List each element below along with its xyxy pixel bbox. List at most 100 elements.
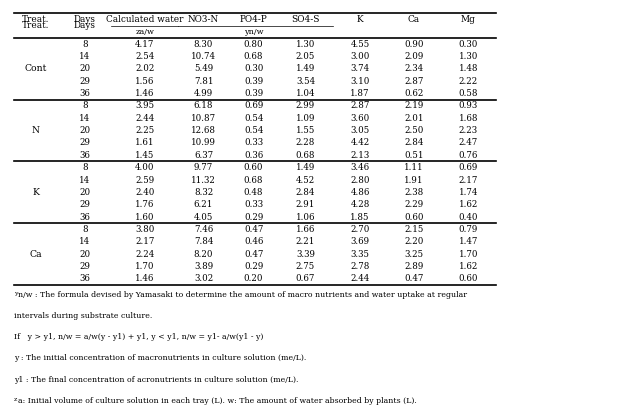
Text: 1.55: 1.55 bbox=[296, 126, 315, 135]
Text: 4.28: 4.28 bbox=[350, 200, 369, 209]
Text: 0.62: 0.62 bbox=[404, 89, 424, 98]
Text: 2.50: 2.50 bbox=[404, 126, 424, 135]
Text: 4.55: 4.55 bbox=[350, 40, 369, 49]
Text: 2.40: 2.40 bbox=[135, 188, 155, 197]
Text: 1.66: 1.66 bbox=[296, 225, 315, 234]
Text: 29: 29 bbox=[79, 138, 90, 147]
Text: 0.54: 0.54 bbox=[244, 126, 263, 135]
Text: NO3-N: NO3-N bbox=[188, 15, 219, 24]
Text: 2.44: 2.44 bbox=[135, 114, 155, 123]
Text: 0.40: 0.40 bbox=[458, 212, 478, 221]
Text: 10.87: 10.87 bbox=[191, 114, 216, 123]
Text: 2.13: 2.13 bbox=[350, 151, 369, 160]
Text: 2.80: 2.80 bbox=[350, 175, 369, 184]
Text: y1 : The final concentration of acronutrients in culture solution (me/L).: y1 : The final concentration of acronutr… bbox=[14, 376, 298, 383]
Text: 2.59: 2.59 bbox=[135, 175, 155, 184]
Text: 2.38: 2.38 bbox=[404, 188, 424, 197]
Text: 0.69: 0.69 bbox=[458, 163, 478, 172]
Text: 1.49: 1.49 bbox=[296, 64, 315, 73]
Text: 20: 20 bbox=[79, 64, 91, 73]
Text: SO4-S: SO4-S bbox=[291, 15, 320, 24]
Text: y : The initial concentration of macronutrients in culture solution (me/L).: y : The initial concentration of macronu… bbox=[14, 354, 306, 362]
Text: 2.01: 2.01 bbox=[404, 114, 424, 123]
Text: 0.29: 0.29 bbox=[244, 262, 263, 271]
Text: 0.54: 0.54 bbox=[244, 114, 263, 123]
Text: yn/w: yn/w bbox=[245, 28, 264, 36]
Text: 3.02: 3.02 bbox=[194, 274, 213, 283]
Text: 3.46: 3.46 bbox=[350, 163, 369, 172]
Text: 0.39: 0.39 bbox=[244, 89, 263, 98]
Text: 0.68: 0.68 bbox=[244, 175, 263, 184]
Text: 2.02: 2.02 bbox=[135, 64, 155, 73]
Text: 2.19: 2.19 bbox=[404, 101, 424, 110]
Text: K: K bbox=[356, 15, 363, 24]
Text: 7.46: 7.46 bbox=[194, 225, 213, 234]
Text: 29: 29 bbox=[79, 262, 90, 271]
Text: 0.51: 0.51 bbox=[404, 151, 424, 160]
Text: 29: 29 bbox=[79, 77, 90, 86]
Text: 0.80: 0.80 bbox=[244, 40, 263, 49]
Text: 0.68: 0.68 bbox=[244, 52, 263, 61]
Text: K: K bbox=[32, 188, 40, 197]
Text: 2.21: 2.21 bbox=[296, 237, 315, 246]
Text: 8.20: 8.20 bbox=[194, 249, 213, 258]
Text: 0.30: 0.30 bbox=[458, 40, 478, 49]
Text: 3.39: 3.39 bbox=[296, 249, 315, 258]
Text: 14: 14 bbox=[79, 175, 91, 184]
Text: 2.17: 2.17 bbox=[135, 237, 155, 246]
Text: 2.89: 2.89 bbox=[404, 262, 424, 271]
Text: 2.34: 2.34 bbox=[404, 64, 424, 73]
Text: 3.10: 3.10 bbox=[350, 77, 369, 86]
Text: 36: 36 bbox=[79, 151, 90, 160]
Text: 2.47: 2.47 bbox=[458, 138, 478, 147]
Text: 0.47: 0.47 bbox=[404, 274, 424, 283]
Text: 3.54: 3.54 bbox=[296, 77, 315, 86]
Text: 8: 8 bbox=[82, 163, 88, 172]
Text: Calculated water: Calculated water bbox=[106, 15, 184, 24]
Text: 2.25: 2.25 bbox=[135, 126, 155, 135]
Text: 1.06: 1.06 bbox=[296, 212, 315, 221]
Text: 1.87: 1.87 bbox=[350, 89, 369, 98]
Text: PO4-P: PO4-P bbox=[240, 15, 268, 24]
Text: 0.67: 0.67 bbox=[296, 274, 315, 283]
Text: 1.49: 1.49 bbox=[296, 163, 315, 172]
Text: 0.79: 0.79 bbox=[458, 225, 478, 234]
Text: 6.18: 6.18 bbox=[194, 101, 213, 110]
Text: 1.68: 1.68 bbox=[458, 114, 478, 123]
Text: 2.22: 2.22 bbox=[458, 77, 478, 86]
Text: 1.60: 1.60 bbox=[135, 212, 155, 221]
Text: 6.21: 6.21 bbox=[194, 200, 213, 209]
Text: 4.86: 4.86 bbox=[350, 188, 369, 197]
Text: 12.68: 12.68 bbox=[191, 126, 216, 135]
Text: 1.30: 1.30 bbox=[458, 52, 478, 61]
Text: 2.99: 2.99 bbox=[296, 101, 315, 110]
Text: 0.47: 0.47 bbox=[244, 249, 263, 258]
Text: 8.32: 8.32 bbox=[194, 188, 213, 197]
Text: 2.87: 2.87 bbox=[350, 101, 369, 110]
Text: 1.85: 1.85 bbox=[350, 212, 369, 221]
Text: 0.69: 0.69 bbox=[244, 101, 263, 110]
Text: 1.09: 1.09 bbox=[296, 114, 315, 123]
Text: 1.70: 1.70 bbox=[458, 249, 478, 258]
Text: y: y bbox=[14, 291, 17, 296]
Text: 36: 36 bbox=[79, 89, 90, 98]
Text: 0.33: 0.33 bbox=[244, 200, 263, 209]
Text: 3.60: 3.60 bbox=[350, 114, 369, 123]
Text: n/w : The formula devised by Yamasaki to determine the amount of macro nutrients: n/w : The formula devised by Yamasaki to… bbox=[18, 291, 467, 299]
Text: 2.70: 2.70 bbox=[350, 225, 369, 234]
Text: intervals during substrate culture.: intervals during substrate culture. bbox=[14, 312, 152, 320]
Text: 3.89: 3.89 bbox=[194, 262, 213, 271]
Text: 3.69: 3.69 bbox=[350, 237, 369, 246]
Text: 0.47: 0.47 bbox=[244, 225, 263, 234]
Text: 2.29: 2.29 bbox=[404, 200, 424, 209]
Text: 20: 20 bbox=[79, 249, 91, 258]
Text: 8: 8 bbox=[82, 40, 88, 49]
Text: a: Initial volume of culture solution in each tray (L). w: The amount of water a: a: Initial volume of culture solution in… bbox=[18, 397, 417, 405]
Text: 14: 14 bbox=[79, 114, 91, 123]
Text: 2.09: 2.09 bbox=[404, 52, 424, 61]
Text: 0.60: 0.60 bbox=[458, 274, 478, 283]
Text: 20: 20 bbox=[79, 188, 91, 197]
Text: 0.58: 0.58 bbox=[458, 89, 478, 98]
Text: 1.74: 1.74 bbox=[458, 188, 478, 197]
Text: 4.00: 4.00 bbox=[135, 163, 155, 172]
